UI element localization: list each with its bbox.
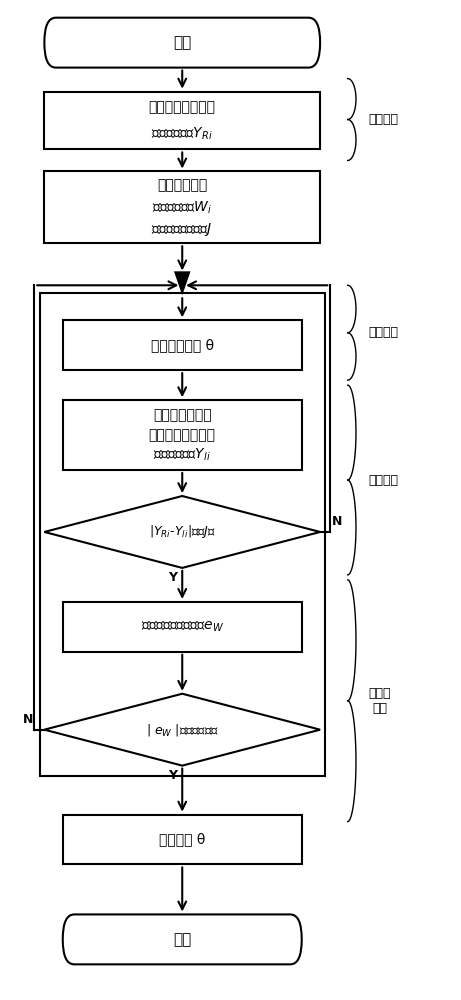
Bar (63, 320, 302, 370)
Polygon shape (44, 694, 320, 766)
Text: 获取仿真指标$Y_{li}$: 获取仿真指标$Y_{li}$ (154, 447, 211, 463)
Text: 获取试验指标$Y_{Ri}$: 获取试验指标$Y_{Ri}$ (151, 125, 213, 142)
FancyBboxPatch shape (44, 18, 320, 68)
Text: 通过阶跃响应试验: 通过阶跃响应试验 (149, 101, 216, 115)
Text: Y: Y (169, 571, 177, 584)
Bar (63, 400, 302, 470)
Text: 输出参数 θ: 输出参数 θ (159, 833, 206, 847)
Text: 参数调整: 参数调整 (368, 326, 398, 339)
Text: | $e_W$ |达到最小值？: | $e_W$ |达到最小值？ (146, 722, 219, 738)
Text: 规则制定: 规则制定 (368, 113, 398, 126)
Bar (40, 293, 325, 776)
Text: N: N (23, 713, 34, 726)
Text: 确定指标权重$W_i$: 确定指标权重$W_i$ (152, 199, 213, 216)
Text: 计算指标误差加权值$e_W$: 计算指标误差加权值$e_W$ (141, 620, 224, 634)
Bar (44, 171, 320, 243)
Text: 标准判定: 标准判定 (368, 474, 398, 487)
Text: 结束: 结束 (173, 932, 191, 947)
Text: $|Y_{Ri}$-$Y_{li}|$符合$J$？: $|Y_{Ri}$-$Y_{li}|$符合$J$？ (149, 523, 216, 540)
Text: 修改模型参数 θ: 修改模型参数 θ (151, 338, 214, 352)
Text: N: N (331, 515, 342, 528)
Text: 确定标准等价规则$J$: 确定标准等价规则$J$ (152, 221, 213, 238)
FancyBboxPatch shape (63, 914, 302, 964)
Text: 最优解
判定: 最优解 判定 (368, 687, 391, 715)
Text: Y: Y (169, 769, 177, 782)
Text: 开始: 开始 (173, 35, 191, 50)
Bar (63, 815, 302, 864)
Text: 与试验相同的激励: 与试验相同的激励 (149, 428, 216, 442)
Polygon shape (44, 496, 320, 568)
Text: 仿真模型搭建: 仿真模型搭建 (157, 178, 207, 192)
Text: 向仿真模型施加: 向仿真模型施加 (153, 408, 212, 422)
Polygon shape (174, 271, 190, 295)
Bar (63, 602, 302, 652)
Bar (44, 92, 320, 149)
